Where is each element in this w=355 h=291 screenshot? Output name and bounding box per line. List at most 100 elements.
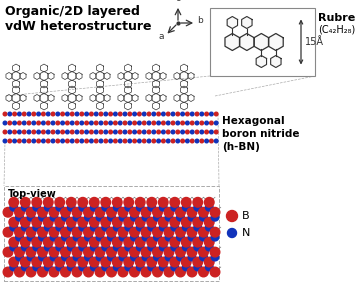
- Circle shape: [162, 121, 165, 125]
- Circle shape: [109, 121, 113, 125]
- Circle shape: [214, 121, 218, 125]
- Circle shape: [195, 121, 199, 125]
- Circle shape: [165, 253, 173, 261]
- Circle shape: [56, 130, 60, 134]
- Circle shape: [85, 213, 92, 221]
- Circle shape: [148, 263, 155, 271]
- Circle shape: [181, 121, 184, 125]
- Circle shape: [195, 112, 199, 116]
- Circle shape: [70, 130, 74, 134]
- Circle shape: [171, 139, 175, 143]
- Circle shape: [107, 207, 116, 217]
- Circle shape: [89, 257, 99, 267]
- Circle shape: [119, 253, 127, 261]
- Circle shape: [104, 139, 108, 143]
- Circle shape: [200, 121, 204, 125]
- Circle shape: [123, 121, 127, 125]
- Circle shape: [89, 121, 93, 125]
- Circle shape: [94, 121, 98, 125]
- Circle shape: [38, 207, 47, 217]
- Circle shape: [204, 237, 214, 247]
- Circle shape: [166, 112, 170, 116]
- Circle shape: [50, 233, 58, 241]
- Circle shape: [79, 203, 87, 211]
- Circle shape: [44, 263, 52, 271]
- Circle shape: [89, 237, 99, 247]
- Circle shape: [78, 217, 88, 227]
- Circle shape: [32, 237, 42, 247]
- Circle shape: [113, 198, 122, 207]
- Circle shape: [21, 257, 30, 267]
- Circle shape: [79, 263, 87, 271]
- Circle shape: [136, 198, 145, 207]
- Circle shape: [91, 223, 98, 231]
- Circle shape: [131, 213, 138, 221]
- Circle shape: [107, 267, 116, 277]
- Circle shape: [95, 267, 105, 277]
- Text: a: a: [159, 32, 164, 41]
- Circle shape: [136, 257, 145, 267]
- Circle shape: [171, 263, 179, 271]
- Circle shape: [72, 247, 82, 257]
- Circle shape: [15, 207, 24, 217]
- Circle shape: [72, 207, 82, 217]
- Circle shape: [15, 267, 24, 277]
- Circle shape: [32, 130, 36, 134]
- Circle shape: [210, 247, 220, 257]
- Circle shape: [114, 139, 117, 143]
- Circle shape: [152, 121, 155, 125]
- Text: Rubrene: Rubrene: [318, 13, 355, 23]
- Circle shape: [125, 203, 132, 211]
- Circle shape: [153, 267, 162, 277]
- Circle shape: [124, 198, 133, 207]
- Circle shape: [141, 267, 151, 277]
- Circle shape: [70, 112, 74, 116]
- Circle shape: [109, 139, 113, 143]
- Circle shape: [152, 112, 155, 116]
- Circle shape: [56, 263, 64, 271]
- Circle shape: [210, 227, 220, 237]
- Circle shape: [18, 130, 21, 134]
- Circle shape: [141, 207, 151, 217]
- Circle shape: [153, 207, 162, 217]
- Circle shape: [56, 243, 64, 251]
- Circle shape: [102, 243, 110, 251]
- Circle shape: [37, 130, 40, 134]
- Circle shape: [51, 130, 55, 134]
- Circle shape: [181, 198, 191, 207]
- Circle shape: [80, 130, 83, 134]
- Circle shape: [138, 130, 141, 134]
- Circle shape: [204, 198, 214, 207]
- Circle shape: [171, 223, 179, 231]
- Circle shape: [50, 213, 58, 221]
- Circle shape: [75, 121, 79, 125]
- Circle shape: [170, 257, 180, 267]
- Circle shape: [200, 213, 207, 221]
- Circle shape: [119, 233, 127, 241]
- Circle shape: [75, 112, 79, 116]
- Circle shape: [73, 213, 81, 221]
- Circle shape: [18, 121, 21, 125]
- Circle shape: [199, 267, 208, 277]
- Circle shape: [133, 130, 136, 134]
- Circle shape: [8, 112, 12, 116]
- Circle shape: [206, 263, 213, 271]
- Circle shape: [136, 223, 144, 231]
- Circle shape: [205, 112, 208, 116]
- Circle shape: [209, 112, 213, 116]
- Circle shape: [75, 139, 79, 143]
- Circle shape: [26, 207, 36, 217]
- Circle shape: [79, 223, 87, 231]
- Circle shape: [114, 130, 117, 134]
- Circle shape: [195, 139, 199, 143]
- Circle shape: [85, 253, 92, 261]
- Circle shape: [113, 237, 122, 247]
- Polygon shape: [225, 33, 240, 51]
- Circle shape: [159, 263, 167, 271]
- Circle shape: [61, 247, 70, 257]
- Circle shape: [124, 237, 133, 247]
- Polygon shape: [271, 56, 281, 68]
- Circle shape: [176, 207, 185, 217]
- Circle shape: [33, 263, 40, 271]
- Circle shape: [61, 112, 64, 116]
